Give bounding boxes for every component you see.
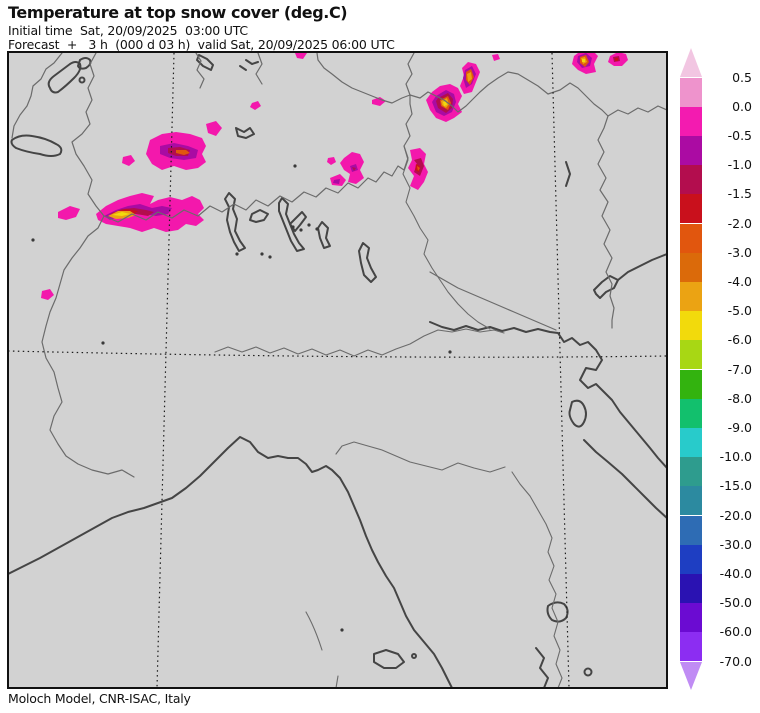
forecast-line: Forecast + 3 h (000 d 03 h) valid Sat, 2… (8, 37, 395, 52)
rivers (214, 145, 563, 688)
credit-line: Moloch Model, CNR-ISAC, Italy (8, 691, 191, 706)
map-specks (31, 164, 452, 632)
lakes-coastlines (9, 54, 666, 688)
map-background (8, 52, 667, 688)
graticule (9, 53, 666, 688)
initial-time-line: Initial time Sat, 20/09/2025 03:00 UTC (8, 23, 248, 38)
map-frame (7, 51, 668, 689)
page-title: Temperature at top snow cover (deg.C) (8, 3, 348, 22)
snow-patches (41, 53, 628, 300)
